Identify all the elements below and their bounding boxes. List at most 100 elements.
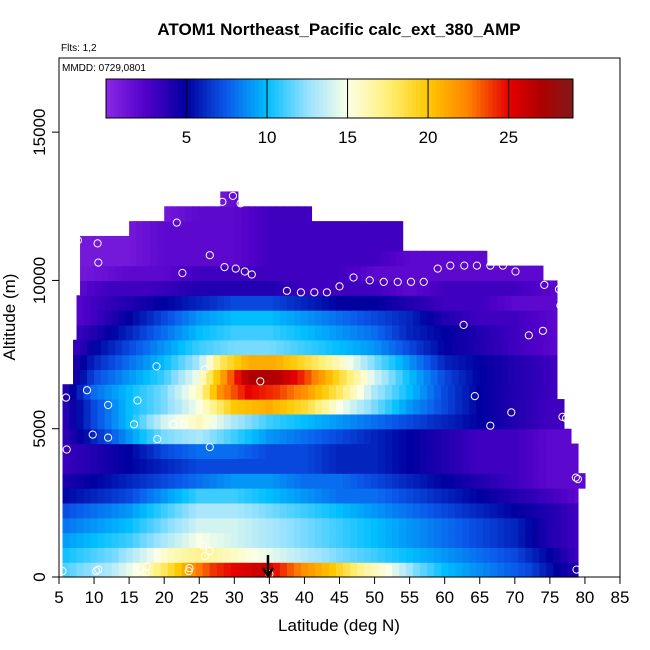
heatmap-cell xyxy=(532,473,540,489)
heatmap-cell xyxy=(528,369,537,385)
heatmap-cell xyxy=(69,532,78,548)
heatmap-cell xyxy=(504,443,512,459)
heatmap-cell xyxy=(178,339,186,356)
heatmap-cell xyxy=(132,517,141,534)
heatmap-cell xyxy=(272,547,281,563)
heatmap-cell xyxy=(185,265,193,282)
heatmap-cell xyxy=(300,413,309,430)
heatmap-cell xyxy=(434,488,442,504)
heatmap-cell xyxy=(314,413,323,430)
heatmap-cell xyxy=(420,384,428,400)
sample-point xyxy=(322,288,331,297)
heatmap-cell xyxy=(251,458,260,474)
heatmap-cell xyxy=(283,235,292,252)
heatmap-cell xyxy=(265,517,274,534)
heatmap-cell xyxy=(97,517,106,534)
heatmap-cell xyxy=(157,369,165,385)
heatmap-cell xyxy=(269,235,277,252)
y-tick-label: 0 xyxy=(30,572,49,581)
heatmap-cell xyxy=(546,547,554,563)
heatmap-cell xyxy=(399,532,407,548)
heatmap-cell xyxy=(469,473,477,489)
heatmap-cell xyxy=(94,250,102,267)
heatmap-cell xyxy=(90,310,99,326)
x-tick-label: 15 xyxy=(120,588,139,607)
colorbar-swatch xyxy=(407,79,413,118)
heatmap-cell xyxy=(444,265,453,282)
heatmap-cell xyxy=(195,310,204,326)
sample-point xyxy=(486,421,495,430)
heatmap-cell xyxy=(434,384,442,400)
heatmap-cell xyxy=(399,473,407,489)
heatmap-cell xyxy=(125,488,134,504)
heatmap-cell xyxy=(146,384,155,400)
heatmap-cell xyxy=(325,354,334,370)
colorbar-swatch xyxy=(403,79,409,118)
heatmap-cell xyxy=(118,324,127,341)
heatmap-cell xyxy=(230,310,239,326)
heatmap-cell xyxy=(181,413,190,430)
heatmap-cell xyxy=(542,369,551,385)
heatmap-cell xyxy=(314,532,323,548)
heatmap-cell xyxy=(178,206,186,222)
heatmap-cell xyxy=(111,413,120,430)
heatmap-cell xyxy=(311,354,320,370)
heatmap-cell xyxy=(118,384,127,400)
heatmap-cell xyxy=(321,488,330,504)
heatmap-cell xyxy=(339,235,348,252)
heatmap-cell xyxy=(248,280,256,296)
heatmap-cell xyxy=(290,369,299,385)
heatmap-cell xyxy=(223,473,232,489)
heatmap-cell xyxy=(209,413,218,430)
heatmap-cell xyxy=(311,221,320,237)
heatmap-cell xyxy=(104,399,113,415)
heatmap-cell xyxy=(143,369,151,385)
heatmap-cell xyxy=(188,310,197,326)
y-tick-label: 5000 xyxy=(30,410,49,448)
heatmap-cell xyxy=(251,324,260,341)
heatmap-cell xyxy=(560,428,568,445)
heatmap-cell xyxy=(374,354,383,370)
heatmap-cell xyxy=(318,235,327,252)
heatmap-cell xyxy=(364,443,372,459)
heatmap-cell xyxy=(409,265,418,282)
heatmap-cell xyxy=(434,532,442,548)
heatmap-cell xyxy=(483,428,491,445)
heatmap-cell xyxy=(321,324,330,341)
heatmap-cell xyxy=(371,310,379,326)
heatmap-cell xyxy=(237,428,246,445)
heatmap-cell xyxy=(546,443,554,459)
heatmap-cell xyxy=(220,221,228,237)
heatmap-cell xyxy=(83,310,92,326)
heatmap-cell xyxy=(350,488,358,504)
heatmap-cell xyxy=(97,547,106,563)
heatmap-cell xyxy=(223,502,232,519)
heatmap-cell xyxy=(511,502,519,519)
heatmap-cell xyxy=(511,458,519,474)
heatmap-cell xyxy=(251,428,260,445)
heatmap-cell xyxy=(539,413,547,430)
heatmap-cell xyxy=(164,339,172,356)
heatmap-cell xyxy=(283,339,292,356)
heatmap-cell xyxy=(444,354,453,370)
heatmap-cell xyxy=(167,473,176,489)
heatmap-cell xyxy=(574,502,579,519)
heatmap-cell xyxy=(406,324,414,341)
heatmap-cell xyxy=(476,517,484,534)
heatmap-cell xyxy=(567,532,576,548)
heatmap-cell xyxy=(472,369,481,385)
heatmap-cell xyxy=(406,458,414,474)
heatmap-cell xyxy=(448,428,456,445)
colorbar-swatch xyxy=(134,79,139,118)
heatmap-cell xyxy=(62,547,71,563)
heatmap-cell xyxy=(258,324,267,341)
heatmap-cell xyxy=(255,206,263,222)
heatmap-cell xyxy=(101,369,109,385)
heatmap-cell xyxy=(406,532,414,548)
heatmap-cell xyxy=(388,250,397,267)
heatmap-cell xyxy=(525,473,533,489)
heatmap-cell xyxy=(136,250,144,267)
heatmap-cell xyxy=(469,310,477,326)
heatmap-cell xyxy=(483,310,491,326)
heatmap-cell xyxy=(374,235,383,252)
